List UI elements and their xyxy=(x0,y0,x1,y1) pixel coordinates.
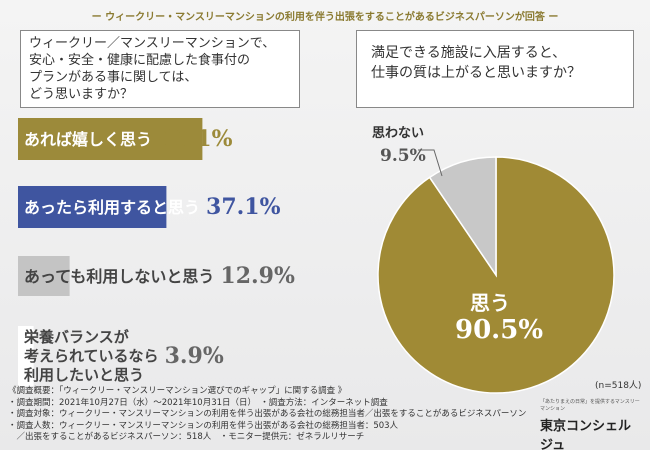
bar xyxy=(18,186,167,228)
footnote: ・調査人数：ウィークリー・マンスリーマンションの利用を伴う出張がある会社の総務担… xyxy=(8,420,399,431)
value-label: 46.1% xyxy=(158,126,233,152)
bar-row: あったら利用すると思う 37.1% xyxy=(24,186,281,228)
bar xyxy=(18,118,203,160)
value-label: 90.5% xyxy=(455,315,544,345)
footnote: ／出張をすることがあるビジネスパーソン：518人 ・モニター提供元：ゼネラルリサ… xyxy=(8,432,365,442)
logo-tagline: 「あたりまえの日常」を提供するマンスリーマンション xyxy=(540,399,640,412)
value-label: 12.9% xyxy=(220,263,295,289)
bar xyxy=(18,256,70,296)
value-label: 37.1% xyxy=(206,194,281,220)
category-label: あれば嬉しく思う xyxy=(24,129,153,149)
logo-name: 東京コンシェルジュ xyxy=(540,419,632,450)
value-label: 9.5% xyxy=(380,146,426,166)
value-label: 3.9% xyxy=(164,343,224,369)
footnote: 《調査概要：「ウィークリー・マンスリーマンション選びでのギャップ」に関する調査 … xyxy=(8,386,347,396)
footnotes: 《調査概要：「ウィークリー・マンスリーマンション選びでのギャップ」に関する調査 … xyxy=(8,386,526,444)
leader-line xyxy=(418,149,443,177)
footnote: ・調査対象：ウィークリー・マンスリーマンションの利用を伴う出張がある会社の総務担… xyxy=(8,409,527,419)
category-label: 思わない xyxy=(372,126,425,141)
note: (n=518人) xyxy=(595,381,642,391)
bar xyxy=(18,326,34,386)
bar-row: あっても利用しないと思う 12.9% xyxy=(24,256,295,296)
category-label: 思う xyxy=(470,291,510,315)
pie-slice xyxy=(428,156,497,278)
footnote: ・調査期間：2021年10月27日（水）～2021年10月31日（日） ・調査方… xyxy=(8,397,388,408)
category-label: 栄養バランスが 考えられているなら 利用したいと思う xyxy=(24,327,159,384)
bar-row: あれば嬉しく思う 46.1% xyxy=(24,118,233,160)
header: ー ウィークリー・マンスリーマンションの利用を伴う出張をすることがあるビジネスパ… xyxy=(91,12,559,23)
question: ウィークリー／マンスリーマンションで、 安心・安全・健康に配慮した食事付の プラ… xyxy=(20,30,300,108)
bar-row: 栄養バランスが 考えられているなら 利用したいと思う 3.9% xyxy=(24,326,224,386)
category-label: あったら利用すると思う xyxy=(24,197,201,217)
question: 満足できる施設に入居すると、 仕事の質は上がると思いますか？ xyxy=(356,30,634,108)
category-label: あっても利用しないと思う xyxy=(24,266,215,286)
logo: 「あたりまえの日常」を提供するマンスリーマンション 東京コンシェルジュ xyxy=(540,398,644,450)
pie-slice xyxy=(377,156,615,394)
